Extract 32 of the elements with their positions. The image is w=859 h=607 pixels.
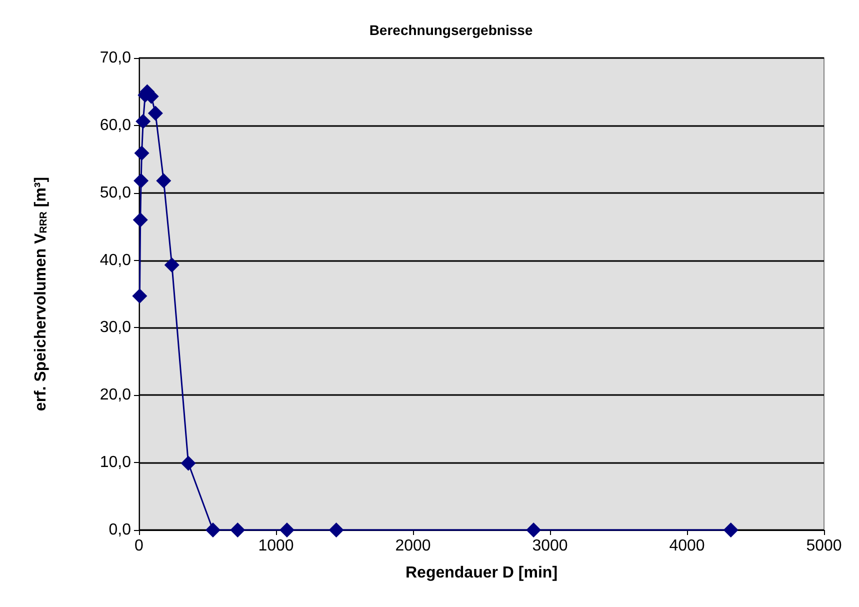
y-tick-label: 70,0	[100, 50, 132, 66]
point	[279, 522, 294, 538]
y-tick-label: 50,0	[100, 184, 132, 202]
point	[328, 522, 344, 538]
y-tick-label: 0,0	[108, 522, 132, 538]
y-tick-label: 10,0	[100, 454, 132, 472]
y-tick-label: 30,0	[100, 319, 132, 336]
x-tick-label: 3000	[532, 538, 568, 554]
x-axis-title: Regendauer D [min]	[405, 564, 558, 582]
x-tick-label: 2000	[395, 538, 431, 554]
point	[180, 456, 196, 471]
point	[132, 288, 148, 304]
point	[230, 522, 246, 538]
point	[205, 522, 220, 538]
x-tick-label: 0	[134, 538, 144, 554]
y-tick-label: 60,0	[100, 116, 132, 134]
point	[136, 114, 151, 129]
point	[526, 522, 542, 538]
y-axis-title: erf. Speichervolumen VRRR [m³]	[32, 176, 50, 412]
chart-title: Berechnungsergebnisse	[369, 22, 533, 38]
point	[132, 212, 148, 228]
x-tick-label: 4000	[669, 538, 705, 554]
point	[134, 146, 150, 161]
y-tick-label: 40,0	[100, 252, 132, 269]
point	[148, 106, 163, 121]
x-tick-label: 5000	[806, 538, 842, 554]
point	[164, 258, 180, 273]
point	[723, 522, 738, 538]
point	[156, 173, 172, 188]
x-tick-label: 1000	[258, 538, 294, 554]
point	[134, 173, 149, 188]
y-tick-label: 20,0	[100, 386, 132, 404]
